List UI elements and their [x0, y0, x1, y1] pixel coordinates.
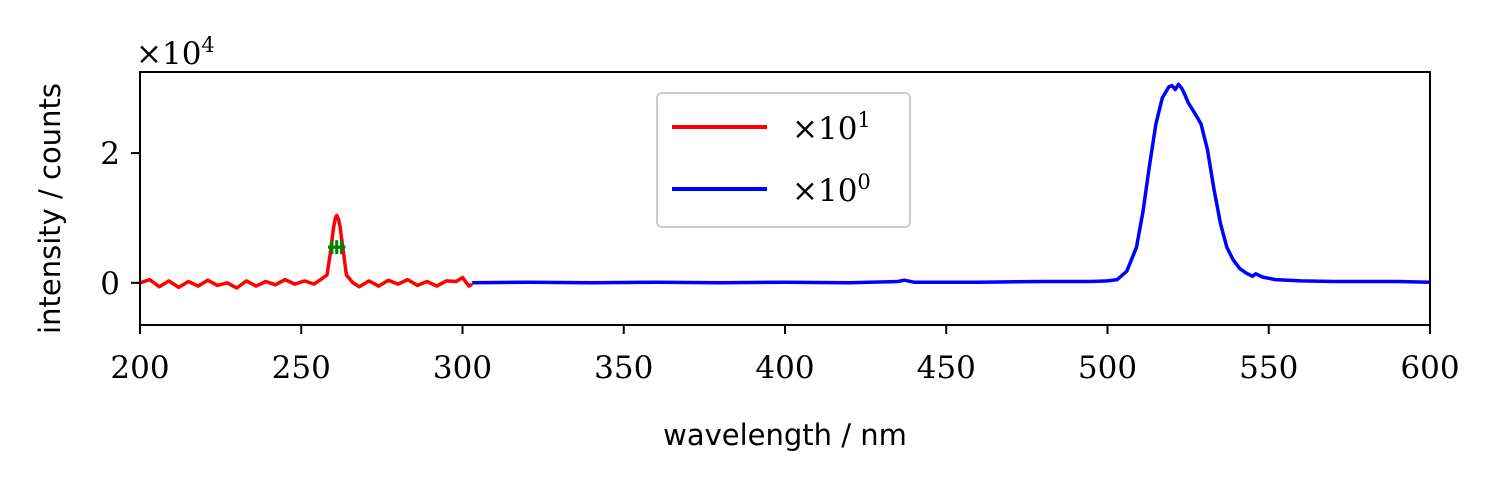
x-tick-label-200: 200: [110, 350, 169, 386]
legend-entry-series-2: ×100: [792, 170, 871, 209]
x-tick-label-300: 300: [433, 350, 492, 386]
series-line-2: [472, 82, 1431, 285]
x-tick-label-500: 500: [1078, 350, 1137, 386]
legend-box: [656, 92, 911, 228]
legend-entry-series-1: ×101: [792, 108, 871, 147]
x-axis-title: wavelength / nm: [663, 418, 907, 452]
tick-layer: 200 250 300 350 400 450 500 550 600 0 2: [100, 136, 1459, 386]
x-tick-label-550: 550: [1239, 350, 1298, 386]
y-scale-exponent: 4: [201, 33, 214, 57]
marker-layer: [328, 240, 346, 255]
y-tick-label-2: 2: [100, 136, 120, 172]
legend: ×101 ×100: [656, 92, 911, 228]
legend-exponent-series-1: 1: [857, 108, 870, 132]
y-scale-label: ×104: [136, 33, 215, 72]
series-line-1: [139, 213, 474, 290]
x-tick-label-600: 600: [1400, 350, 1459, 386]
x-tick-label-400: 400: [755, 350, 814, 386]
x-tick-label-250: 250: [272, 350, 331, 386]
x-tick-label-350: 350: [594, 350, 653, 386]
legend-exponent-series-2: 0: [857, 170, 870, 194]
x-tick-label-450: 450: [917, 350, 976, 386]
y-tick-label-0: 0: [100, 266, 120, 302]
y-axis-title: intensity / counts: [33, 83, 67, 334]
